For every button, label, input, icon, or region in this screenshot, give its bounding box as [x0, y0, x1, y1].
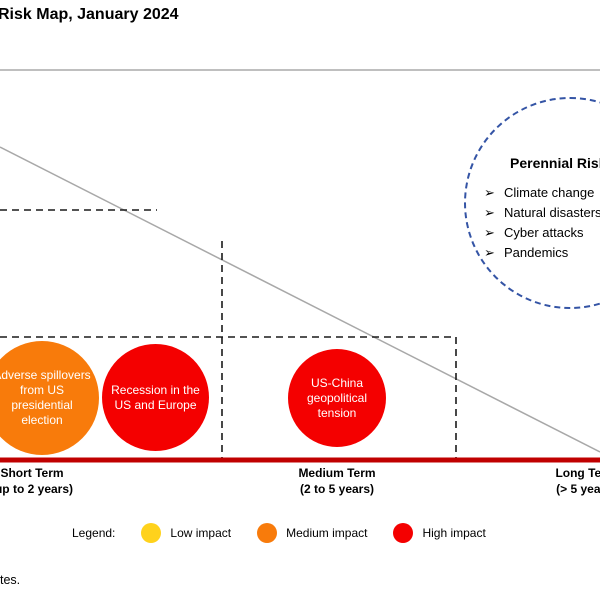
perennial-item-label: Pandemics [504, 245, 569, 260]
footnote-text: tes. [0, 573, 21, 587]
legend-item-label: Medium impact [286, 526, 368, 540]
legend-item-medium: Medium impact [257, 523, 367, 543]
x-axis-label-long-term: Long Term (> 5 years) [496, 466, 600, 497]
medium-impact-dot-icon [257, 523, 278, 543]
term-label: Long Term [555, 466, 600, 480]
arrow-bullet-icon: ➢ [484, 225, 495, 240]
legend: Legend: Low impact Medium impact High im… [72, 519, 486, 547]
x-axis-label-short-term: Short Term (up to 2 years) [0, 466, 122, 497]
term-label: Medium Term [298, 466, 376, 480]
x-axis-label-medium-term: Medium Term (2 to 5 years) [247, 466, 427, 497]
risk-bubble-label: Recession in the US and Europe [111, 382, 200, 412]
legend-item-low: Low impact [141, 523, 231, 543]
list-item: ➢ Natural disasters [484, 203, 600, 223]
arrow-bullet-icon: ➢ [484, 205, 495, 220]
term-sublabel: (2 to 5 years) [299, 481, 375, 496]
arrow-bullet-icon: ➢ [484, 245, 495, 260]
list-item: ➢ Climate change [484, 183, 600, 203]
perennial-risks-circle: Perennial Risks ➢ Climate change ➢ Natural… [464, 97, 600, 309]
list-item: ➢ Pandemics [484, 243, 600, 263]
legend-title: Legend: [72, 526, 116, 540]
legend-item-high: High impact [393, 523, 486, 543]
risk-bubble-label: US-China geopolitical tension [306, 375, 368, 420]
risk-bubble-recession: Recession in the US and Europe [102, 344, 209, 451]
perennial-item-label: Natural disasters [504, 205, 600, 220]
term-sublabel: (> 5 years) [556, 481, 600, 496]
high-impact-dot-icon [393, 523, 414, 543]
low-impact-dot-icon [141, 523, 162, 543]
perennial-item-label: Cyber attacks [504, 225, 584, 240]
legend-item-label: High impact [422, 526, 486, 540]
perennial-risks-list: ➢ Climate change ➢ Natural disasters ➢ Cybe… [484, 183, 600, 263]
risk-bubble-adverse-spillovers: Adverse spillovers from US presidential … [0, 341, 99, 455]
legend-item-label: Low impact [170, 526, 232, 540]
risk-frontier-diagonal-line [0, 146, 600, 453]
risk-bubble-label: Adverse spillovers from US presidential … [0, 368, 91, 427]
term-label: Short Term [0, 466, 64, 480]
page-title: Risk Map, January 2024 [0, 6, 179, 23]
perennial-item-label: Climate change [504, 185, 595, 200]
perennial-risks-title: Perennial Risks [510, 155, 600, 171]
list-item: ➢ Cyber attacks [484, 223, 600, 243]
arrow-bullet-icon: ➢ [484, 185, 495, 200]
term-sublabel: (up to 2 years) [0, 481, 74, 496]
risk-bubble-us-china-tension: US-China geopolitical tension [288, 349, 386, 447]
